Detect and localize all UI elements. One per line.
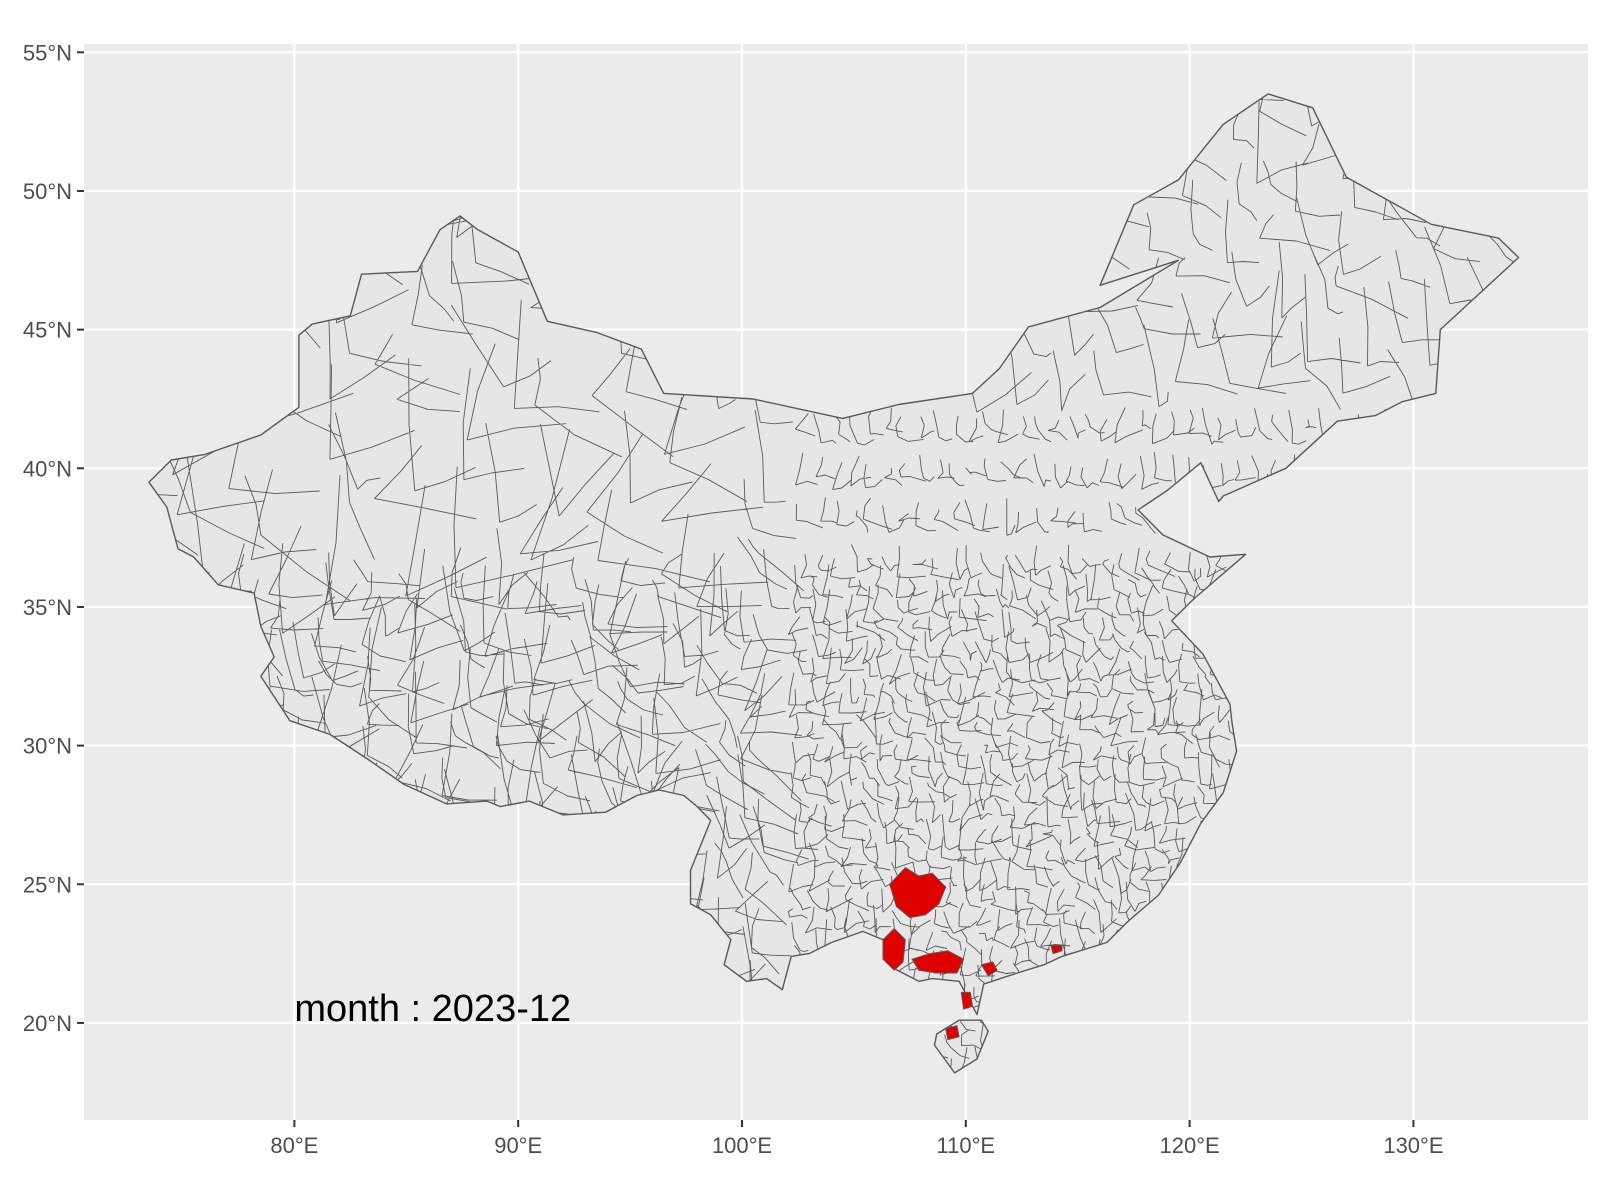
highlighted-regions (882, 867, 1063, 1041)
y-tick-label: 50°N (23, 179, 72, 204)
highlighted-region (981, 961, 998, 977)
x-tick-label: 120°E (1160, 1133, 1220, 1158)
x-axis: 80°E 90°E 100°E 110°E 120°E 130°E (270, 1120, 1444, 1158)
y-tick-label: 30°N (23, 734, 72, 759)
y-tick-label: 20°N (23, 1011, 72, 1036)
y-axis: 55°N 50°N 45°N 40°N 35°N 30°N 25°N 20°N (23, 40, 84, 1036)
y-tick-label: 40°N (23, 456, 72, 481)
y-tick-label: 45°N (23, 318, 72, 343)
highlighted-region (889, 867, 947, 919)
highlighted-region (911, 950, 965, 974)
highlighted-region (945, 1025, 960, 1041)
mainland-outline (148, 93, 1520, 1016)
highlighted-region (1050, 944, 1063, 955)
x-tick-label: 80°E (270, 1133, 318, 1158)
x-tick-label: 110°E (937, 1133, 996, 1158)
month-annotation: month : 2023-12 (294, 988, 571, 1030)
x-tick-label: 90°E (494, 1133, 542, 1158)
x-tick-label: 130°E (1383, 1133, 1443, 1158)
x-tick-label: 100°E (712, 1133, 772, 1158)
y-tick-label: 25°N (23, 872, 72, 897)
y-tick-label: 35°N (23, 595, 72, 620)
highlighted-region (882, 928, 906, 971)
highlighted-region (960, 991, 973, 1010)
y-tick-label: 55°N (23, 40, 72, 65)
